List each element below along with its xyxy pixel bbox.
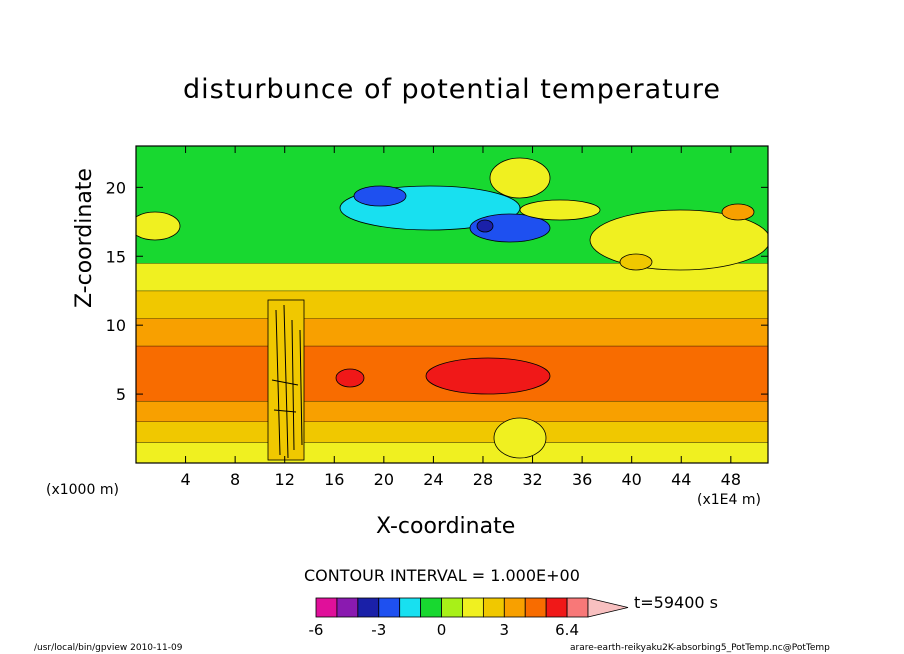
contour-interval: CONTOUR INTERVAL = 1.000E+00 — [304, 566, 580, 585]
band-0 — [136, 442, 768, 463]
yellow-bottom — [493, 417, 547, 459]
band-1 — [136, 421, 768, 443]
x-tick-label: 12 — [275, 470, 295, 489]
x-tick-label: 28 — [473, 470, 493, 489]
darkblue-core — [476, 219, 494, 233]
convective-lines — [271, 304, 303, 459]
x-tick-label: 36 — [572, 470, 592, 489]
band-4 — [136, 318, 768, 346]
chart-title: disturbunce of potential temperature — [183, 74, 721, 105]
y-axis: 5 10 15 20 — [106, 178, 768, 404]
y-tick-label: 10 — [106, 316, 126, 335]
footer-right: arare-earth-reikyaku2K-absorbing5_PotTem… — [570, 643, 830, 653]
x-tick-label: 4 — [180, 470, 190, 489]
y-tick-label: 15 — [106, 247, 126, 266]
x-tick-label: 32 — [522, 470, 542, 489]
y-tick-label: 5 — [116, 385, 126, 404]
orange-mid — [619, 253, 653, 271]
orange-right — [721, 203, 755, 221]
y-unit-label: (x1E4 m) — [697, 492, 761, 508]
footer-left: /usr/local/bin/gpview 2010-11-09 — [34, 643, 183, 653]
x-axis-label: X-coordinate — [376, 514, 516, 539]
x-unit-label: (x1000 m) — [46, 482, 119, 498]
band-2 — [136, 400, 768, 422]
x-tick-label: 8 — [230, 470, 240, 489]
yellow-top-1 — [489, 157, 551, 199]
y-tick-label: 20 — [106, 178, 126, 197]
red-maximum — [425, 357, 551, 395]
band-5 — [136, 290, 768, 319]
red-small — [335, 368, 365, 388]
x-axis: 4 8 12 16 20 24 28 32 36 40 44 48 — [180, 146, 741, 489]
plot-frame — [135, 145, 769, 464]
x-tick-label: 44 — [671, 470, 691, 489]
y-axis-label: Z-coordinate — [72, 168, 97, 308]
yellow-top-2 — [519, 199, 601, 221]
x-tick-label: 16 — [324, 470, 344, 489]
x-tick-label: 48 — [721, 470, 741, 489]
yellow-left — [136, 211, 181, 241]
x-tick-label: 20 — [374, 470, 394, 489]
x-tick-label: 24 — [423, 470, 443, 489]
time-label: t=59400 s — [634, 593, 718, 612]
x-tick-label: 40 — [622, 470, 642, 489]
feature-layer — [136, 157, 768, 461]
blue-region-2 — [353, 185, 407, 207]
